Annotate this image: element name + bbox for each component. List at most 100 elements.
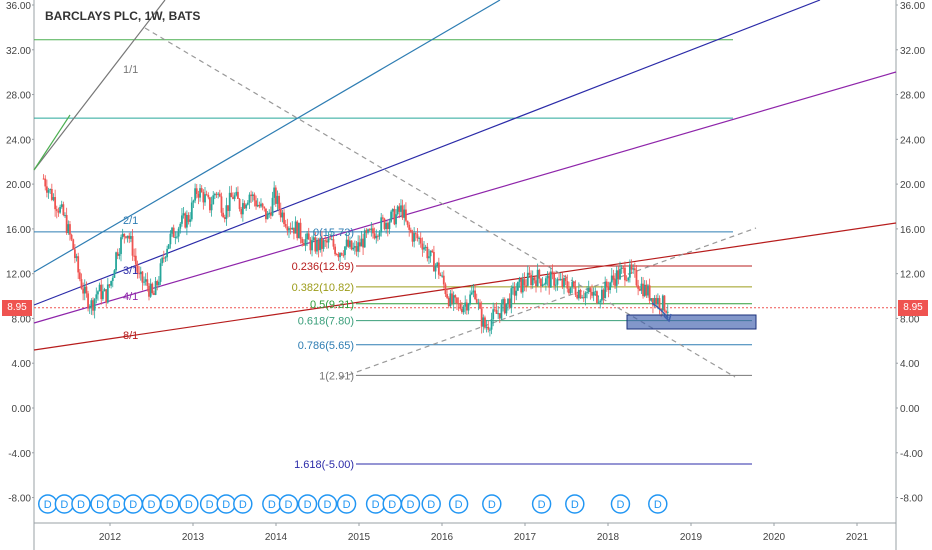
candle-body — [372, 228, 374, 234]
y-tick-label-left: 36.00 — [6, 1, 31, 12]
dividend-marker[interactable]: D — [610, 494, 631, 514]
dividend-marker-circle[interactable] — [71, 494, 91, 514]
candle-body — [446, 294, 448, 298]
dividend-marker-circle[interactable] — [482, 494, 502, 514]
dividend-marker-circle[interactable] — [610, 494, 631, 514]
candle-body — [535, 280, 537, 287]
dividend-marker-label: D — [129, 499, 137, 511]
dividend-marker[interactable]: D — [54, 494, 75, 514]
candle-body — [136, 264, 139, 274]
candle-body — [256, 204, 259, 207]
candle-body — [541, 284, 544, 286]
target-zone-box[interactable] — [626, 314, 757, 330]
candle-body — [615, 270, 618, 286]
candle-body — [263, 206, 266, 209]
candle-body — [210, 204, 213, 211]
candle-body — [462, 306, 465, 313]
dividend-marker[interactable]: D — [71, 494, 91, 514]
candle-body — [645, 284, 648, 296]
dividend-marker[interactable]: D — [531, 494, 552, 514]
candle-body — [78, 272, 81, 280]
dividend-marker[interactable]: D — [421, 494, 441, 514]
dividend-marker-circle[interactable] — [400, 494, 421, 514]
dividend-marker[interactable]: D — [317, 494, 338, 514]
dividend-marker-circle[interactable] — [233, 494, 253, 514]
dividend-marker[interactable]: D — [365, 494, 386, 514]
candle-body — [449, 293, 452, 307]
dividend-marker-circle[interactable] — [336, 494, 357, 514]
dividend-marker[interactable]: D — [262, 494, 282, 514]
y-tick-label-left: 20.00 — [6, 180, 31, 191]
candle-body — [120, 237, 122, 254]
candle-body — [317, 240, 320, 251]
candle-body — [279, 208, 282, 218]
candle-body — [484, 317, 486, 328]
dividend-marker[interactable]: D — [448, 494, 469, 514]
dividend-marker[interactable]: D — [565, 494, 585, 514]
candle-body — [457, 303, 460, 305]
dividend-marker[interactable]: D — [160, 494, 180, 514]
dividend-marker-label: D — [206, 499, 214, 511]
candle-body — [205, 194, 208, 196]
candle-body — [543, 284, 546, 286]
candle-body — [456, 297, 458, 304]
candle-body — [200, 188, 203, 193]
dividend-marker[interactable]: D — [336, 494, 357, 514]
x-tick-label: 2016 — [431, 532, 454, 543]
candle-body — [630, 264, 633, 270]
candle-body — [423, 247, 425, 250]
candle-body — [594, 291, 597, 293]
dividend-marker[interactable]: D — [179, 494, 199, 514]
dividend-marker[interactable]: D — [278, 494, 299, 514]
candle-body — [643, 284, 646, 297]
dividend-marker[interactable]: D — [216, 494, 236, 514]
target-zone[interactable] — [626, 302, 757, 330]
dividend-marker[interactable]: D — [233, 494, 253, 514]
candle-body — [265, 208, 267, 220]
dividend-marker[interactable]: D — [106, 494, 127, 514]
candle-body — [596, 291, 598, 303]
dividend-marker-circle[interactable] — [179, 494, 199, 514]
dividend-marker-circle[interactable] — [648, 494, 668, 514]
dividend-marker-label: D — [148, 499, 156, 511]
y-tick-label-right: 4.00 — [900, 359, 920, 370]
candle-body — [108, 284, 111, 286]
dividend-marker-circle[interactable] — [278, 494, 299, 514]
dividend-marker[interactable]: D — [297, 494, 318, 514]
candle-body — [530, 274, 532, 286]
candle-body — [225, 205, 228, 220]
dividend-marker[interactable]: D — [648, 494, 668, 514]
candle-body — [185, 215, 188, 228]
dividend-marker-circle[interactable] — [317, 494, 338, 514]
dividend-marker[interactable]: D — [141, 494, 162, 514]
dividend-marker[interactable]: D — [382, 494, 402, 514]
candle-body — [95, 294, 98, 299]
dividend-marker-circle[interactable] — [448, 494, 469, 514]
candle-body — [54, 197, 57, 210]
candle-body — [635, 270, 638, 286]
candle-body — [447, 297, 450, 307]
dividend-marker[interactable]: D — [38, 494, 58, 514]
candle-body — [240, 208, 243, 215]
candle-body — [138, 273, 141, 275]
candle-body — [411, 232, 414, 242]
candle-body — [619, 268, 621, 280]
dividend-marker-circle[interactable] — [565, 494, 585, 514]
dividend-marker-circle[interactable] — [531, 494, 552, 514]
x-tick-label: 2015 — [348, 532, 371, 543]
dividend-marker[interactable]: D — [199, 494, 220, 514]
dividend-marker[interactable]: D — [482, 494, 502, 514]
dividend-marker[interactable]: D — [90, 494, 110, 514]
candle-body — [302, 243, 305, 246]
candle-body — [577, 289, 580, 299]
candle-body — [316, 240, 318, 252]
dividend-marker[interactable]: D — [400, 494, 421, 514]
dividend-marker-circle[interactable] — [160, 494, 180, 514]
dividend-marker-circle[interactable] — [421, 494, 441, 514]
dividend-marker-circle[interactable] — [297, 494, 318, 514]
candle-body — [273, 187, 276, 198]
candle-body — [553, 273, 556, 286]
dividend-marker[interactable]: D — [123, 494, 143, 514]
